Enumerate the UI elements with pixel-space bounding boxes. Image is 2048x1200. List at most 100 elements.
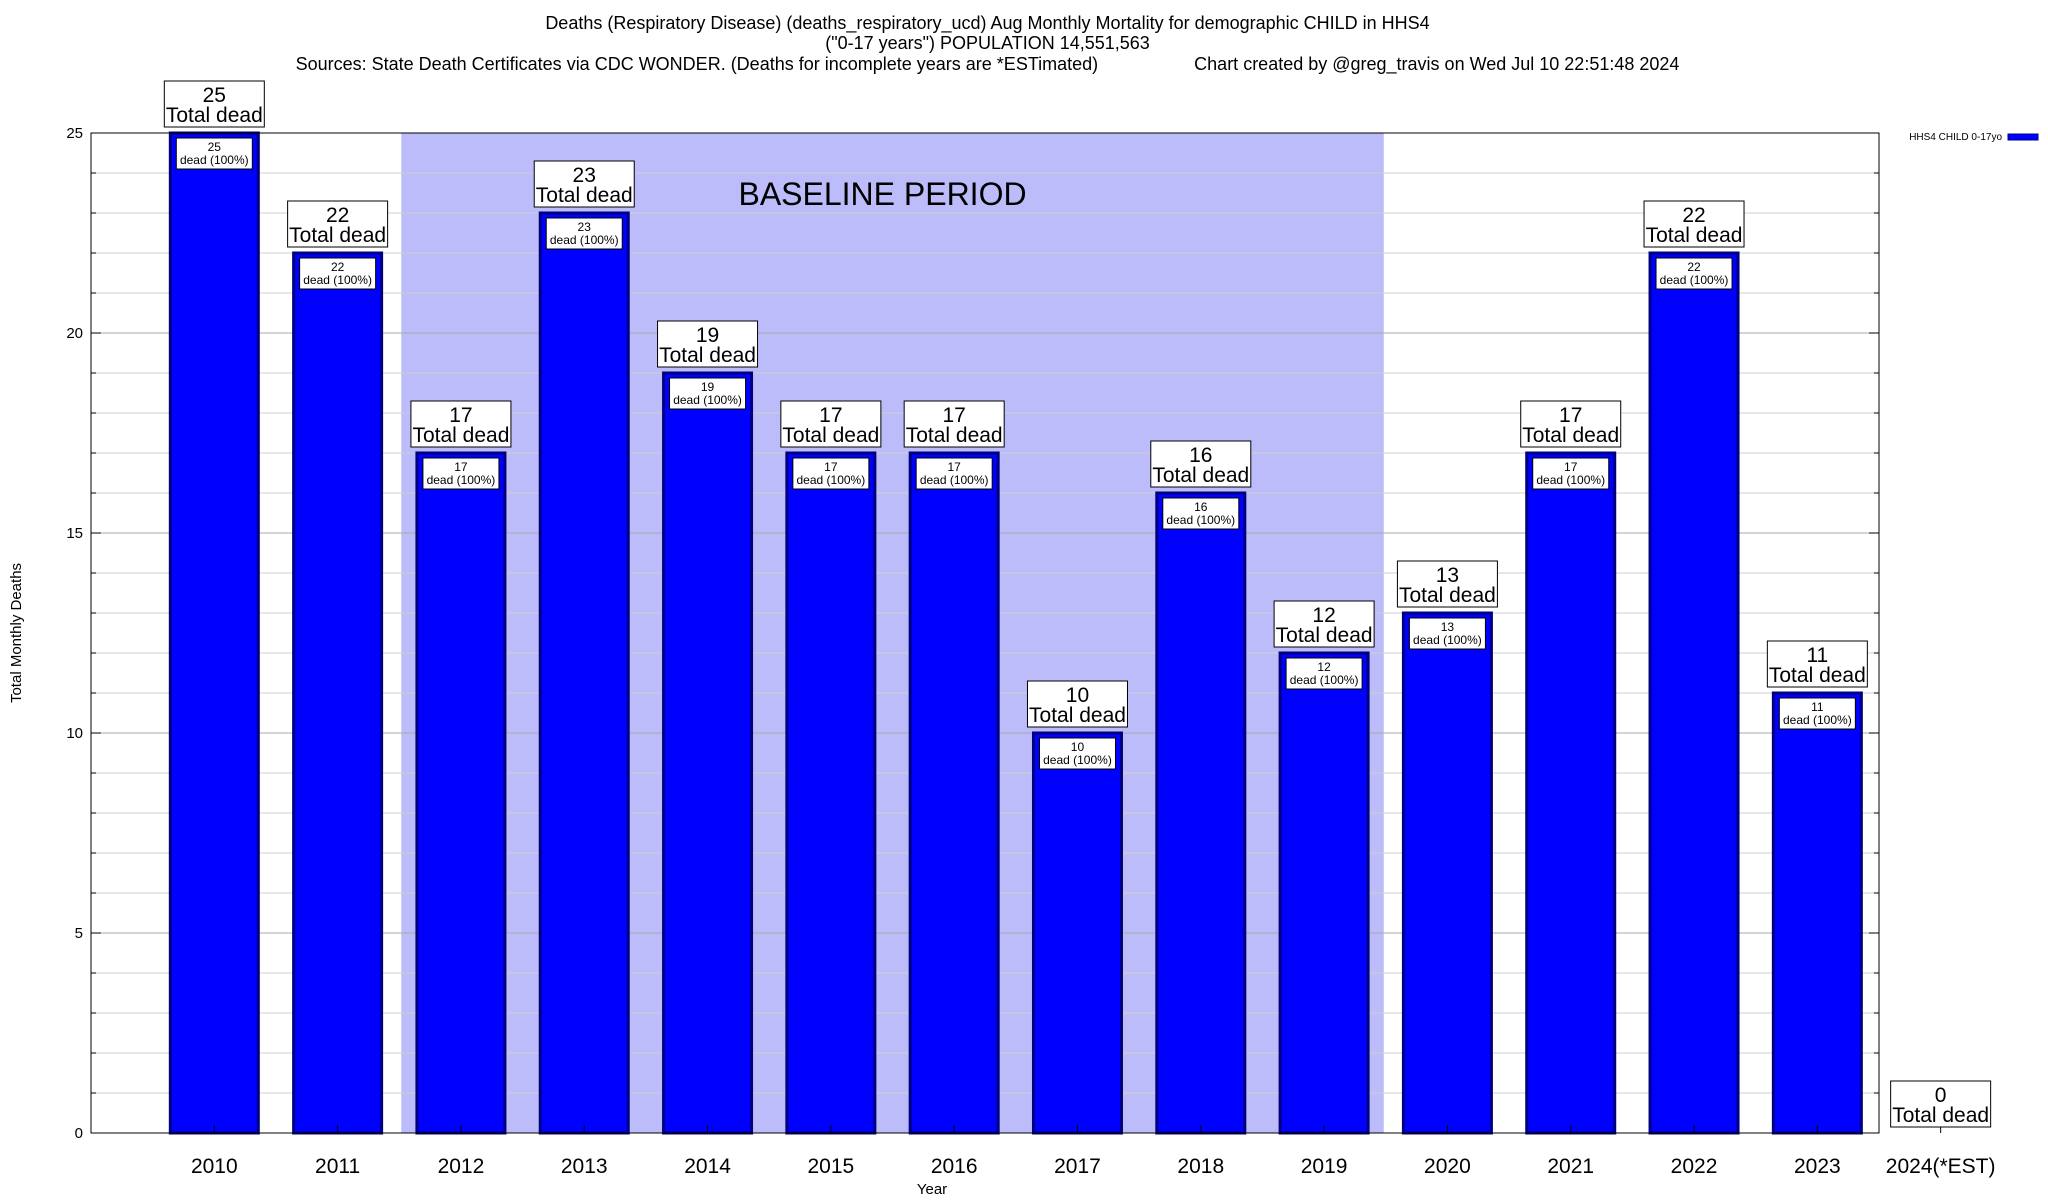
inner-label-box — [1162, 497, 1240, 530]
chart-sources-credit: Sources: State Death Certificates via CD… — [0, 54, 1975, 75]
top-label-caption: Total dead — [412, 424, 509, 447]
x-tick-label: 2013 — [561, 1155, 608, 1178]
bar-2023 — [1771, 691, 1863, 1135]
inner-label-box — [1285, 657, 1363, 690]
x-tick-label: 2020 — [1424, 1155, 1471, 1178]
top-label-value: 17 — [1559, 404, 1582, 427]
inner-label-value: 25 — [208, 140, 222, 154]
top-label-caption: Total dead — [1522, 424, 1619, 447]
inner-label-value: 19 — [701, 380, 715, 394]
x-tick-label: 2018 — [1177, 1155, 1224, 1178]
top-label-value: 17 — [819, 404, 842, 427]
x-tick-label: 2023 — [1794, 1155, 1841, 1178]
inner-label-caption: dead (100%) — [1783, 713, 1852, 727]
inner-label-box — [545, 217, 623, 250]
inner-label-value: 16 — [1194, 500, 1208, 514]
inner-label-box — [175, 137, 253, 170]
inner-label-caption: dead (100%) — [1166, 513, 1235, 527]
inner-label-box — [1038, 737, 1116, 770]
inner-label-box — [915, 457, 993, 490]
x-tick-label: 2024(*EST) — [1886, 1155, 1996, 1178]
top-label-box — [903, 400, 1005, 448]
inner-label-box — [1655, 257, 1733, 290]
inner-label-caption: dead (100%) — [1413, 633, 1482, 647]
inner-label-value: 23 — [578, 220, 592, 234]
bar-2013 — [538, 211, 630, 1135]
legend-label: HHS4 CHILD 0-17yo — [1909, 132, 2002, 143]
inner-label-box — [1778, 697, 1856, 730]
bar-2015 — [785, 451, 877, 1135]
x-tick-label: 2016 — [931, 1155, 978, 1178]
bar-2011 — [292, 251, 384, 1135]
inner-label-caption: dead (100%) — [303, 273, 372, 287]
top-label-caption: Total dead — [166, 104, 263, 127]
top-label-value: 19 — [696, 324, 719, 347]
top-label-value: 22 — [1682, 204, 1705, 227]
inner-label-caption: dead (100%) — [673, 393, 742, 407]
bar-2021 — [1525, 451, 1617, 1135]
top-label-value: 17 — [449, 404, 472, 427]
top-label-value: 17 — [942, 404, 965, 427]
inner-label-caption: dead (100%) — [1290, 673, 1359, 687]
inner-label-value: 17 — [824, 460, 838, 474]
top-label-box — [287, 200, 389, 248]
inner-label-caption: dead (100%) — [180, 153, 249, 167]
bar-2010 — [168, 131, 260, 1135]
top-label-box — [1520, 400, 1622, 448]
bar-2022 — [1648, 251, 1740, 1135]
x-tick-label: 2017 — [1054, 1155, 1101, 1178]
inner-label-box — [422, 457, 500, 490]
top-label-box — [410, 400, 512, 448]
x-tick-label: 2010 — [191, 1155, 238, 1178]
top-label-caption: Total dead — [1276, 624, 1373, 647]
top-label-box — [533, 160, 635, 208]
inner-label-caption: dead (100%) — [550, 233, 619, 247]
chart-subtitle: ("0-17 years") POPULATION 14,551,563 — [825, 33, 1150, 53]
top-label-box — [1643, 200, 1745, 248]
bar-2017 — [1031, 731, 1123, 1135]
top-label-value: 22 — [326, 204, 349, 227]
bar-2014 — [662, 371, 754, 1135]
top-label-value: 13 — [1436, 564, 1459, 587]
top-label-value: 25 — [203, 84, 226, 107]
plot-border — [90, 132, 1880, 1134]
inner-label-value: 17 — [947, 460, 961, 474]
top-label-box — [1890, 1080, 1992, 1128]
x-tick-label: 2012 — [438, 1155, 485, 1178]
y-tick-label: 20 — [66, 325, 83, 342]
y-tick-label: 25 — [66, 125, 83, 142]
bar-2019 — [1278, 651, 1370, 1135]
inner-label-box — [299, 257, 377, 290]
chart-credit: Chart created by @greg_travis on Wed Jul… — [1194, 54, 1680, 74]
top-label-value: 12 — [1312, 604, 1335, 627]
top-label-caption: Total dead — [1646, 224, 1743, 247]
x-tick-label: 2019 — [1301, 1155, 1348, 1178]
top-label-caption: Total dead — [1152, 464, 1249, 487]
y-tick-label: 5 — [75, 925, 83, 942]
top-label-value: 11 — [1806, 644, 1828, 667]
legend-swatch — [2007, 133, 2039, 141]
inner-label-value: 10 — [1071, 740, 1085, 754]
baseline-period-label: BASELINE PERIOD — [738, 176, 1026, 212]
bar-2018 — [1155, 491, 1247, 1135]
chart-title: Deaths (Respiratory Disease) (deaths_res… — [545, 13, 1430, 33]
bar-2020 — [1401, 611, 1493, 1135]
inner-label-box — [669, 377, 747, 410]
y-tick-label: 0 — [75, 1125, 83, 1142]
top-label-caption: Total dead — [782, 424, 879, 447]
top-label-caption: Total dead — [1399, 584, 1496, 607]
inner-label-value: 17 — [1564, 460, 1578, 474]
chart-sources: Sources: State Death Certificates via CD… — [295, 54, 1099, 74]
top-label-caption: Total dead — [289, 224, 386, 247]
inner-label-box — [1532, 457, 1610, 490]
top-label-box — [657, 320, 759, 368]
x-tick-label: 2011 — [315, 1155, 360, 1178]
inner-label-value: 22 — [331, 260, 345, 274]
inner-label-box — [792, 457, 870, 490]
x-tick-label: 2021 — [1547, 1155, 1594, 1178]
inner-label-caption: dead (100%) — [427, 473, 496, 487]
inner-label-caption: dead (100%) — [1536, 473, 1605, 487]
top-label-value: 10 — [1066, 684, 1089, 707]
top-label-box — [1766, 640, 1868, 688]
top-label-caption: Total dead — [536, 184, 633, 207]
